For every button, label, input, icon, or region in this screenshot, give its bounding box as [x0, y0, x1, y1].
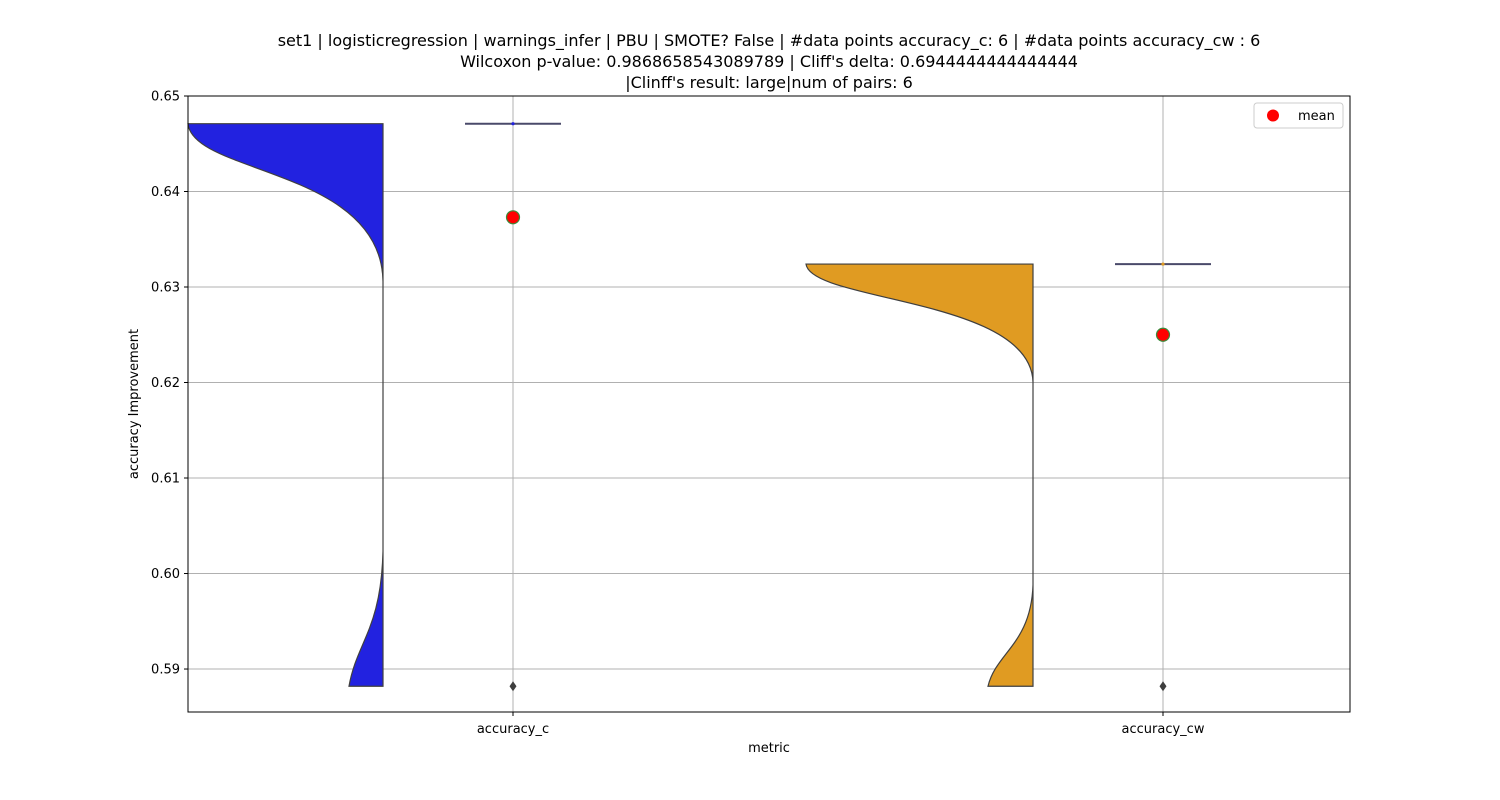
box-accuracy_cw [1161, 262, 1165, 266]
y-axis: 0.59 0.60 0.61 0.62 0.63 0.64 0.65 [151, 90, 188, 678]
y-axis-label: accuracy Improvement [127, 329, 142, 479]
y-tick-label: 0.59 [151, 663, 180, 678]
legend-marker-mean [1267, 109, 1279, 122]
y-tick-label: 0.64 [151, 185, 180, 200]
plot-area [187, 95, 1351, 713]
title-line-1: set1 | logisticregression | warnings_inf… [278, 31, 1261, 51]
y-tick-label: 0.60 [151, 567, 180, 582]
x-tick-label: accuracy_c [477, 722, 549, 737]
legend: mean [1253, 102, 1344, 129]
y-tick-label: 0.62 [151, 376, 180, 391]
violin-accuracy_cw [805, 263, 1034, 687]
legend-box [1253, 102, 1344, 129]
legend-label-mean: mean [1298, 109, 1335, 124]
y-tick-label: 0.61 [151, 472, 180, 487]
mean-marker-accuracy_c [505, 210, 521, 225]
chart-title: set1 | logisticregression | warnings_inf… [278, 31, 1261, 92]
box-summaries [465, 122, 1211, 692]
violin-accuracy_c [187, 123, 384, 687]
violins [187, 123, 1034, 687]
x-tick-label: accuracy_cw [1122, 722, 1205, 737]
outlier-accuracy_cw [1159, 681, 1167, 692]
mean-marker-accuracy_cw [1155, 327, 1171, 342]
mean-markers [505, 210, 1171, 342]
outlier-accuracy_c [509, 681, 517, 692]
title-line-2: Wilcoxon p-value: 0.9868658543089789 | C… [460, 52, 1078, 71]
y-tick-label: 0.65 [151, 90, 180, 105]
x-axis-label: metric [748, 741, 790, 756]
y-tick-label: 0.63 [151, 281, 180, 296]
title-line-3: |Clinff's result: large|num of pairs: 6 [625, 73, 913, 92]
box-accuracy_c [511, 122, 515, 126]
x-axis: accuracy_c accuracy_cw [477, 712, 1205, 737]
